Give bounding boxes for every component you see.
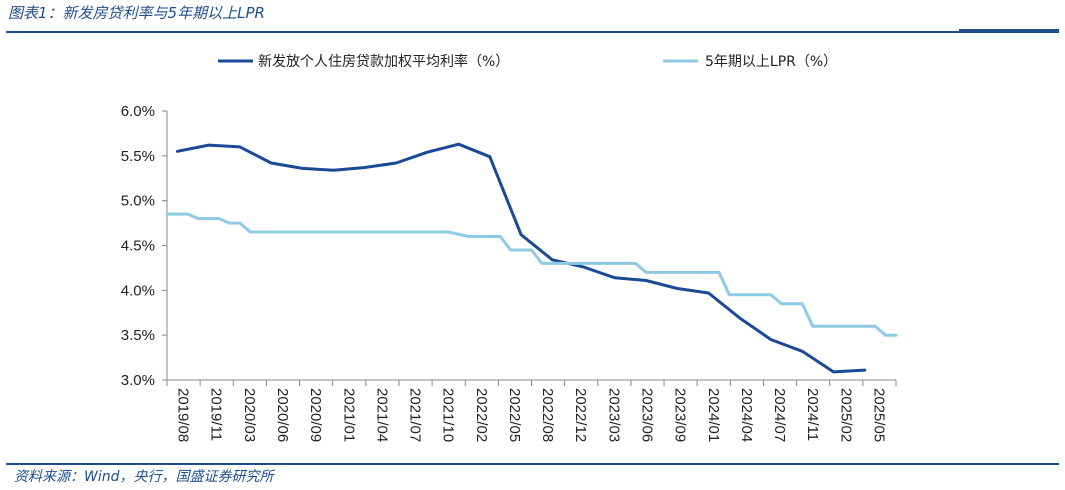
x-tick-label: 2021/04 (373, 388, 390, 442)
x-tick-label: 2023/09 (672, 388, 689, 442)
x-tick-label: 2022/08 (539, 388, 556, 442)
x-tick-label: 2021/01 (340, 388, 357, 442)
x-tick-label: 2020/09 (307, 388, 324, 442)
y-tick-label: 6.0% (121, 103, 155, 120)
header-accent-rule (959, 29, 1059, 32)
x-tick-label: 2020/06 (274, 388, 291, 442)
x-tick-label: 2022/12 (572, 388, 589, 442)
y-tick-label: 4.0% (121, 282, 155, 299)
legend-item-lpr: 5年期以上LPR（%） (663, 54, 837, 70)
header-rule (6, 31, 1059, 33)
x-tick-label: 2022/02 (473, 388, 490, 442)
legend-label: 5年期以上LPR（%） (705, 54, 837, 70)
x-tick-label: 2024/11 (804, 388, 821, 441)
legend-item-mortgage-rate: 新发放个人住房贷款加权平均利率（%） (218, 53, 509, 70)
x-tick-label: 2019/08 (175, 388, 192, 442)
x-tick-label: 2022/05 (506, 388, 523, 442)
y-tick-label: 4.5% (121, 238, 155, 255)
legend-label: 新发放个人住房贷款加权平均利率（%） (258, 53, 509, 70)
x-tick-label: 2020/03 (241, 388, 258, 442)
x-tick-label: 2021/07 (407, 388, 424, 442)
x-tick-label: 2024/07 (771, 388, 788, 442)
series-line-lpr (165, 212, 898, 337)
y-tick-label: 3.5% (121, 327, 155, 344)
x-tick-label: 2025/05 (870, 388, 887, 442)
source-note: 资料来源：Wind，央行，国盛证券研究所 (14, 469, 274, 485)
series-line-mortgage-rate (175, 142, 867, 374)
footer-rule (6, 463, 1059, 465)
x-tick-label: 2024/04 (738, 388, 755, 442)
x-tick-label: 2023/06 (638, 388, 655, 442)
y-tick-label: 3.0% (121, 372, 155, 389)
x-tick-label: 2019/11 (208, 388, 225, 441)
x-tick-label: 2024/01 (705, 388, 722, 442)
x-tick-label: 2021/10 (440, 388, 457, 442)
y-tick-label: 5.5% (121, 148, 155, 165)
figure-title: 图表1：新发房贷利率与5年期以上LPR (8, 4, 265, 22)
x-tick-label: 2023/03 (605, 388, 622, 442)
x-tick-label: 2025/02 (837, 388, 854, 442)
y-tick-label: 5.0% (121, 193, 155, 210)
